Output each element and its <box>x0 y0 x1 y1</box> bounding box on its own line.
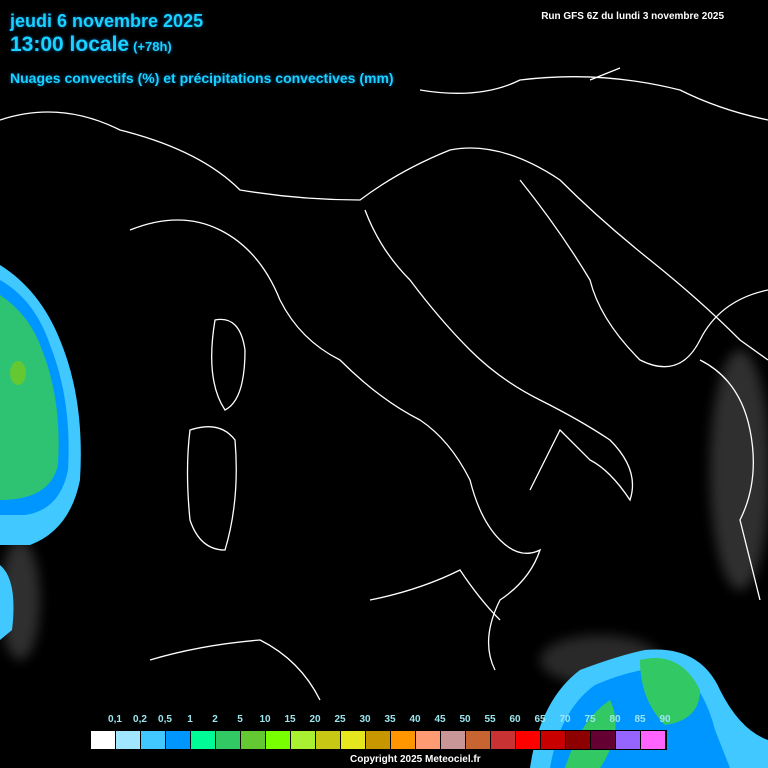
parameter-title: Nuages convectifs (%) et précipitations … <box>10 70 394 86</box>
legend-swatch <box>566 731 591 749</box>
legend-swatch <box>616 731 641 749</box>
legend-swatch <box>391 731 416 749</box>
copyright: Copyright 2025 Meteociel.fr <box>350 754 481 765</box>
legend-swatch <box>366 731 391 749</box>
lead-time: (+78h) <box>133 39 172 54</box>
legend-label: 50 <box>459 714 471 725</box>
legend-label: 55 <box>484 714 496 725</box>
legend-label: 80 <box>609 714 621 725</box>
legend-label: 0,5 <box>158 714 172 725</box>
legend-label: 0,1 <box>108 714 122 725</box>
legend-swatch <box>516 731 541 749</box>
legend-label: 40 <box>409 714 421 725</box>
legend-label: 85 <box>634 714 646 725</box>
legend-label: 25 <box>334 714 346 725</box>
legend-swatch <box>341 731 366 749</box>
legend-label: 45 <box>434 714 446 725</box>
legend-label: 90 <box>659 714 671 725</box>
coastlines-borders <box>0 67 768 701</box>
legend-label: 65 <box>534 714 546 725</box>
legend-swatch <box>641 731 666 749</box>
legend-swatch <box>91 731 116 749</box>
legend-label: 5 <box>237 714 243 725</box>
legend-label: 35 <box>384 714 396 725</box>
legend-label: 70 <box>559 714 571 725</box>
color-legend <box>90 730 667 750</box>
legend-label: 2 <box>212 714 218 725</box>
local-time: 13:00 locale <box>10 33 130 56</box>
legend-swatch <box>141 731 166 749</box>
legend-swatch <box>466 731 491 749</box>
legend-label: 10 <box>259 714 271 725</box>
legend-swatch <box>266 731 291 749</box>
legend-swatch <box>166 731 191 749</box>
legend-swatch <box>441 731 466 749</box>
west-precip-area <box>0 265 81 640</box>
legend-swatch <box>216 731 241 749</box>
legend-swatch <box>416 731 441 749</box>
legend-swatch <box>491 731 516 749</box>
legend-swatch <box>116 731 141 749</box>
legend-swatch <box>241 731 266 749</box>
legend-label: 60 <box>509 714 521 725</box>
legend-label: 20 <box>309 714 321 725</box>
legend-swatch <box>291 731 316 749</box>
model-run-info: Run GFS 6Z du lundi 3 novembre 2025 <box>541 11 724 22</box>
legend-swatch <box>316 731 341 749</box>
legend-label: 75 <box>584 714 596 725</box>
forecast-time: 13:00 locale (+78h) <box>10 33 172 57</box>
legend-label: 1 <box>187 714 193 725</box>
legend-label: 30 <box>359 714 371 725</box>
legend-labels: 0,1 0,2 0,5 1 2 5 10 15 20 25 30 35 40 45 50 55 60 65 70 75… <box>90 714 671 726</box>
legend-label: 15 <box>284 714 296 725</box>
legend-swatch <box>191 731 216 749</box>
legend-swatch <box>591 731 616 749</box>
forecast-date: jeudi 6 novembre 2025 <box>10 11 204 31</box>
legend-swatch <box>541 731 566 749</box>
legend-label: 0,2 <box>133 714 147 725</box>
cloud-cover-shading <box>0 350 768 685</box>
